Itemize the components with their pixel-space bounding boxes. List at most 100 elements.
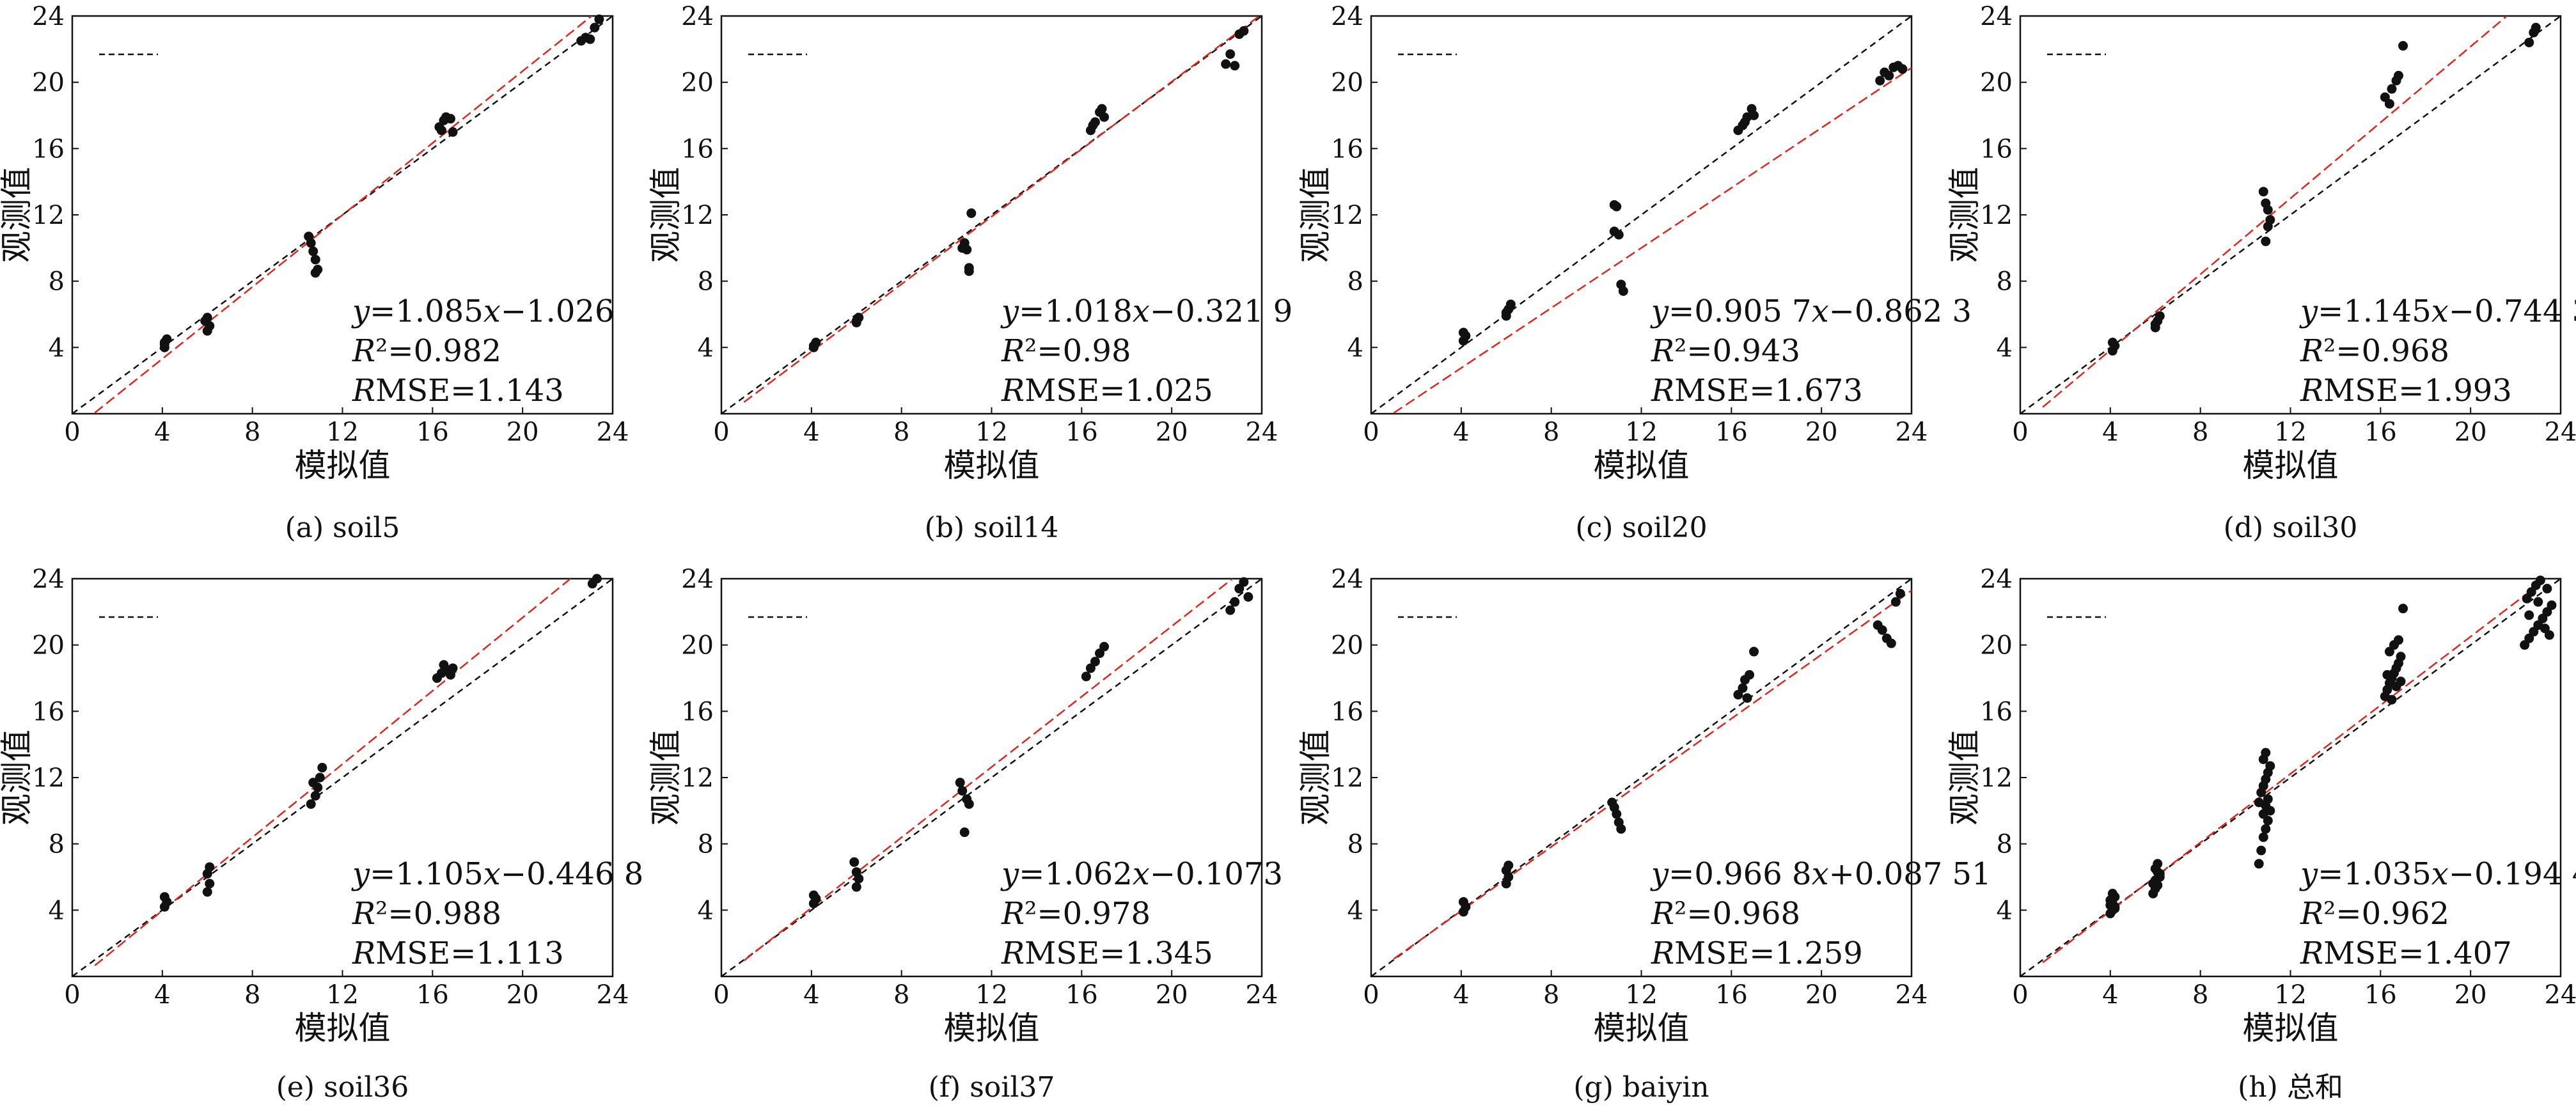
y-tick-label: 12 <box>681 201 714 230</box>
y-tick-label: 20 <box>1980 631 2013 661</box>
fit-equation: y=1.035x−0.194 4 <box>2299 856 2576 892</box>
reference-line <box>1371 579 1912 976</box>
x-tick-label: 16 <box>1065 980 1098 1010</box>
x-tick-label: 8 <box>244 418 260 447</box>
data-point <box>1221 59 1231 69</box>
panel-caption: (c) soil20 <box>1575 512 1707 544</box>
x-tick-label: 16 <box>2364 980 2397 1010</box>
x-tick-label: 4 <box>803 418 819 447</box>
data-point <box>849 857 860 867</box>
data-point <box>1738 683 1748 693</box>
data-point <box>1088 120 1098 130</box>
y-tick-label: 24 <box>1980 565 2013 594</box>
y-tick-label: 16 <box>1331 697 1363 726</box>
reference-line <box>2020 579 2561 976</box>
reference-line <box>1371 16 1912 414</box>
y-tick-label: 8 <box>698 830 714 859</box>
x-tick-label: 8 <box>1543 980 1559 1010</box>
data-point <box>592 574 602 584</box>
data-point <box>2533 597 2543 607</box>
y-tick-label: 20 <box>681 68 714 98</box>
y-tick-label: 24 <box>1980 2 2013 31</box>
x-tick-label: 0 <box>713 418 729 447</box>
data-point <box>2256 845 2266 856</box>
x-tick-label: 12 <box>2274 980 2307 1010</box>
y-tick-label: 12 <box>1331 764 1363 793</box>
y-tick-label: 4 <box>1347 333 1363 363</box>
y-tick-label: 4 <box>1997 896 2013 925</box>
x-tick-label: 8 <box>2192 418 2208 447</box>
data-point <box>1097 104 1107 114</box>
data-point <box>966 208 977 218</box>
data-point <box>1749 111 1759 120</box>
x-tick-label: 4 <box>1453 418 1469 447</box>
x-tick-label: 24 <box>1896 980 1928 1010</box>
fit-equation: y=0.905 7x−0.862 3 <box>1650 294 1972 329</box>
data-point <box>2547 600 2557 610</box>
fit-equation: y=1.085x−1.026 <box>351 294 614 329</box>
data-point <box>2265 806 2275 816</box>
r2-value: R²=0.968 <box>2300 333 2449 369</box>
y-tick-label: 20 <box>1980 68 2013 98</box>
data-point <box>2148 879 2158 889</box>
data-point <box>1458 327 1468 338</box>
y-tick-label: 8 <box>1347 267 1363 297</box>
data-point <box>315 772 325 783</box>
y-axis-label: 观测值 <box>1946 730 1983 826</box>
data-point <box>808 890 819 900</box>
data-point <box>1090 657 1100 667</box>
fit-line <box>2042 579 2549 964</box>
rmse-value: RMSE=1.113 <box>352 936 564 971</box>
data-point <box>1230 61 1240 71</box>
x-tick-label: 24 <box>1896 418 1928 447</box>
y-axis-label: 观测值 <box>0 730 35 826</box>
x-tick-label: 16 <box>2364 418 2397 447</box>
panel-caption: (a) soil5 <box>285 512 400 544</box>
y-tick-label: 24 <box>1331 565 1363 594</box>
data-point <box>1243 592 1253 602</box>
data-point <box>1616 824 1626 834</box>
data-point <box>2263 205 2273 215</box>
rmse-value: RMSE=1.407 <box>2300 936 2512 971</box>
data-point <box>2544 630 2554 640</box>
r2-value: R²=0.988 <box>352 896 501 932</box>
data-point <box>2387 694 2397 705</box>
y-tick-label: 16 <box>681 134 714 164</box>
x-axis-label: 模拟值 <box>2243 1010 2339 1047</box>
y-tick-label: 16 <box>32 134 65 164</box>
data-point <box>2107 338 2117 348</box>
fit-line <box>1393 590 1912 960</box>
data-point <box>2261 236 2271 246</box>
data-point <box>2261 748 2271 758</box>
data-point <box>1081 671 1091 682</box>
y-tick-label: 8 <box>1347 830 1363 859</box>
data-point <box>964 266 974 276</box>
x-axis-label: 模拟值 <box>944 447 1040 484</box>
x-tick-label: 12 <box>975 418 1008 447</box>
x-tick-label: 4 <box>1453 980 1469 1010</box>
fit-line <box>2042 16 2508 408</box>
data-point <box>2258 832 2268 842</box>
data-point <box>205 879 215 889</box>
panel-caption: (e) soil36 <box>276 1071 409 1104</box>
data-point <box>310 791 320 801</box>
x-axis-label: 模拟值 <box>1594 1010 1690 1047</box>
x-tick-label: 16 <box>416 980 449 1010</box>
x-tick-label: 16 <box>1715 418 1748 447</box>
panel-4: 0 4 8 12 16 20 24 4 8 12 16 20 24 模拟值 观测值 soil30 y=1.145… <box>1946 2 2576 544</box>
data-point <box>594 14 604 24</box>
y-tick-label: 4 <box>49 333 65 363</box>
data-point <box>851 316 861 326</box>
fit-line <box>1393 67 1912 414</box>
x-tick-label: 0 <box>64 418 80 447</box>
x-tick-label: 20 <box>1156 980 1188 1010</box>
x-tick-label: 20 <box>1156 418 1188 447</box>
y-tick-label: 12 <box>681 764 714 793</box>
panel-7: 0 4 8 12 16 20 24 4 8 12 16 20 24 模拟值 观测值 baiyin y=0.966… <box>1297 565 1991 1104</box>
y-axis-label: 观测值 <box>1946 167 1983 263</box>
data-point <box>585 34 595 44</box>
data-point <box>436 125 446 136</box>
y-tick-label: 8 <box>49 267 65 297</box>
y-tick-label: 16 <box>681 697 714 726</box>
